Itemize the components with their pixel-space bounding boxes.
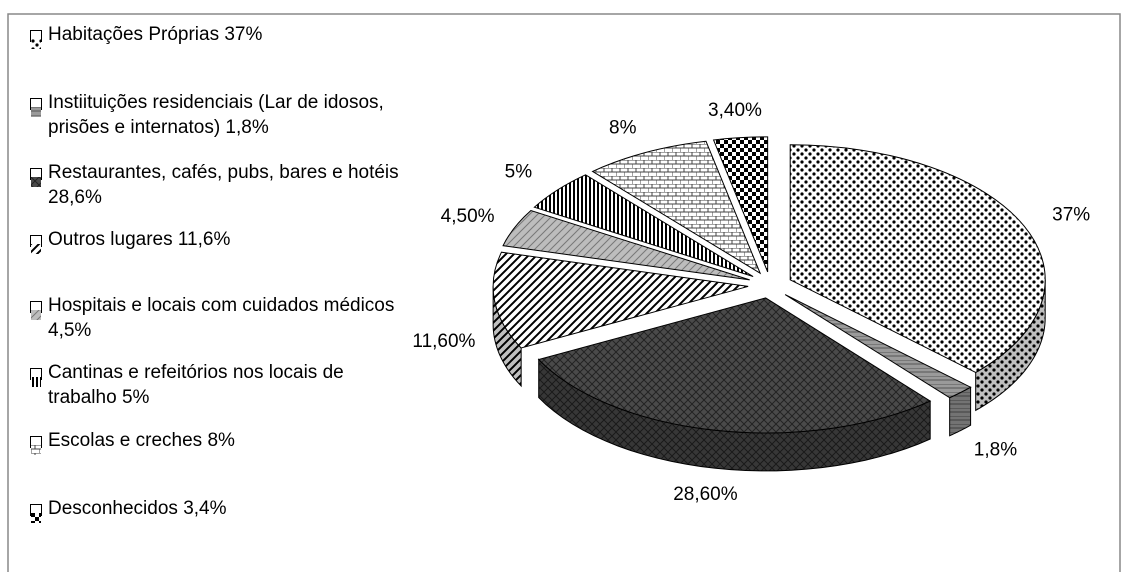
legend-swatch bbox=[30, 368, 42, 387]
frame bbox=[7, 13, 1121, 572]
legend-label: Outros lugares 11,6% bbox=[48, 229, 231, 250]
slice bbox=[533, 174, 754, 278]
legend-entry: Instiituições residenciais (Lar de idoso… bbox=[30, 90, 400, 140]
slice bbox=[712, 136, 769, 273]
legend-entry: Habitações Próprias 37% bbox=[30, 22, 400, 49]
legend-entry: Desconhecidos 3,4% bbox=[30, 496, 400, 523]
data-label: 3,40% bbox=[708, 100, 762, 121]
legend-swatch bbox=[30, 235, 42, 254]
legend-label: Hospitais e locais com cuidados médicos … bbox=[48, 295, 395, 341]
data-label: 4,50% bbox=[441, 206, 495, 227]
slice-shade bbox=[949, 387, 971, 436]
legend-swatch bbox=[30, 436, 42, 455]
legend-swatch bbox=[30, 504, 42, 523]
slice bbox=[789, 144, 1046, 373]
data-label: 11,60% bbox=[412, 331, 475, 352]
slice-shade bbox=[975, 279, 1046, 411]
legend-swatch bbox=[30, 30, 42, 49]
slice-shade bbox=[493, 286, 522, 386]
slice bbox=[502, 209, 750, 281]
legend-swatch bbox=[30, 168, 42, 187]
legend-swatch bbox=[30, 301, 42, 320]
legend-label: Instiituições residenciais (Lar de idoso… bbox=[48, 92, 384, 138]
legend-entry: Hospitais e locais com cuidados médicos … bbox=[30, 293, 400, 343]
legend-label: Habitações Próprias 37% bbox=[48, 24, 263, 45]
slice bbox=[591, 140, 762, 275]
legend-swatch bbox=[30, 98, 42, 117]
legend-label: Cantinas e refeitórios nos locais de tra… bbox=[48, 362, 344, 408]
legend-label: Restaurantes, cafés, pubs, bares e hotéi… bbox=[48, 162, 399, 208]
legend-label: Desconhecidos 3,4% bbox=[48, 498, 227, 519]
data-label: 37% bbox=[1052, 205, 1090, 226]
slice-shade bbox=[538, 359, 931, 471]
slice bbox=[492, 251, 749, 349]
data-label: 28,60% bbox=[673, 484, 738, 505]
legend-entry: Cantinas e refeitórios nos locais de tra… bbox=[30, 360, 400, 410]
data-label: 8% bbox=[609, 117, 637, 138]
legend-entry: Outros lugares 11,6% bbox=[30, 227, 400, 254]
data-label: 5% bbox=[505, 162, 533, 183]
slice bbox=[537, 297, 932, 434]
legend-label: Escolas e creches 8% bbox=[48, 430, 235, 451]
data-label: 1,8% bbox=[974, 439, 1017, 460]
slice bbox=[784, 294, 972, 399]
legend-entry: Restaurantes, cafés, pubs, bares e hotéi… bbox=[30, 160, 400, 210]
legend-entry: Escolas e creches 8% bbox=[30, 428, 400, 455]
